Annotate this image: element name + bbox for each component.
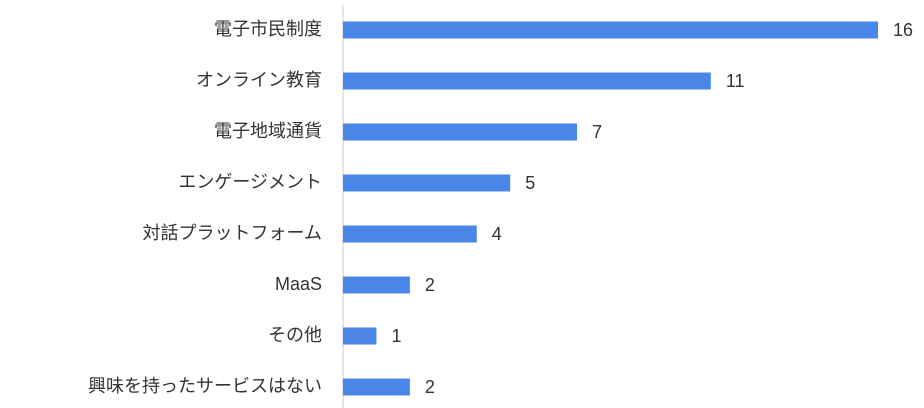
- bar: [343, 276, 410, 294]
- bar: [343, 225, 477, 243]
- bar: [343, 378, 410, 396]
- value-label: 16: [893, 20, 913, 40]
- value-label: 2: [425, 377, 435, 397]
- y-tick-label: MaaS: [275, 274, 322, 294]
- value-label: 11: [726, 71, 745, 91]
- bar: [343, 174, 511, 192]
- value-label: 5: [525, 173, 535, 193]
- y-tick-label: 興味を持ったサービスはない: [88, 376, 322, 396]
- value-label: 2: [425, 275, 435, 295]
- y-tick-label: 電子地域通貨: [214, 121, 322, 141]
- bar: [343, 327, 377, 345]
- value-label: 7: [592, 122, 602, 142]
- value-label: 4: [492, 224, 502, 244]
- y-tick-label: オンライン教育: [196, 70, 322, 90]
- y-tick-label: エンゲージメント: [178, 172, 322, 192]
- bar: [343, 72, 711, 90]
- bar: [343, 21, 878, 39]
- value-label: 1: [391, 326, 401, 346]
- bar: [343, 123, 578, 141]
- y-tick-label: 対話プラットフォーム: [143, 223, 322, 243]
- y-tick-label: 電子市民制度: [214, 19, 322, 39]
- y-tick-label: その他: [268, 325, 322, 345]
